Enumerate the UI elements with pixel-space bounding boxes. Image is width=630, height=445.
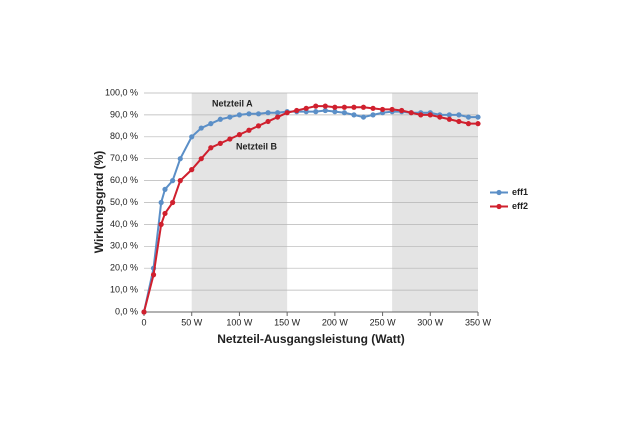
data-point bbox=[446, 112, 452, 118]
data-point bbox=[465, 114, 472, 120]
data-point bbox=[303, 105, 309, 111]
x-tick-label: 0 bbox=[141, 317, 146, 327]
data-point bbox=[284, 110, 290, 116]
data-point bbox=[389, 106, 395, 113]
y-tick-label: 70,0 % bbox=[110, 153, 138, 163]
x-tick-label: 100 W bbox=[226, 317, 253, 327]
data-point bbox=[360, 104, 367, 110]
data-point bbox=[141, 309, 147, 315]
x-tick-label: 350 W bbox=[465, 317, 492, 327]
data-point bbox=[341, 104, 347, 110]
data-point bbox=[275, 114, 281, 120]
data-point bbox=[208, 145, 214, 151]
data-point bbox=[379, 106, 386, 113]
data-point bbox=[446, 116, 452, 122]
y-tick-label: 80,0 % bbox=[110, 131, 138, 141]
data-point bbox=[437, 114, 443, 120]
data-point bbox=[189, 134, 195, 140]
data-point bbox=[217, 140, 223, 146]
data-point bbox=[236, 112, 243, 118]
data-point bbox=[370, 112, 376, 118]
data-point bbox=[158, 221, 164, 227]
annotation: Netzteil A bbox=[212, 98, 253, 108]
data-point bbox=[158, 199, 164, 206]
data-point bbox=[456, 112, 462, 118]
data-point bbox=[313, 109, 319, 115]
data-point bbox=[227, 136, 233, 142]
data-point bbox=[198, 156, 204, 162]
legend-label: eff2 bbox=[512, 201, 528, 211]
data-point bbox=[227, 114, 233, 120]
data-point bbox=[360, 114, 367, 120]
data-point bbox=[189, 167, 195, 173]
data-point bbox=[162, 186, 168, 192]
data-point bbox=[217, 116, 223, 122]
legend-marker bbox=[496, 203, 502, 210]
data-point bbox=[162, 210, 168, 217]
data-point bbox=[313, 103, 319, 109]
x-tick-label: 150 W bbox=[274, 317, 301, 327]
y-tick-label: 20,0 % bbox=[110, 263, 138, 273]
data-point bbox=[246, 111, 252, 117]
data-point bbox=[456, 118, 462, 125]
legend-label: eff1 bbox=[512, 187, 528, 197]
data-point bbox=[255, 111, 262, 117]
data-point bbox=[177, 156, 183, 162]
x-axis-title: Netzteil-Ausgangsleistung (Watt) bbox=[217, 332, 405, 346]
data-point bbox=[370, 105, 376, 111]
data-point bbox=[170, 199, 176, 206]
x-tick-label: 50 W bbox=[181, 317, 203, 327]
y-tick-label: 0,0 % bbox=[115, 306, 138, 316]
legend-marker bbox=[496, 189, 502, 196]
x-tick-label: 200 W bbox=[322, 317, 349, 327]
data-point bbox=[351, 112, 357, 118]
data-point bbox=[322, 103, 328, 109]
data-point bbox=[236, 132, 243, 138]
data-point bbox=[341, 110, 347, 116]
data-point bbox=[170, 178, 176, 184]
data-point bbox=[332, 109, 338, 115]
data-point bbox=[265, 110, 271, 116]
y-axis-title: Wirkungsgrad (%) bbox=[92, 151, 106, 254]
y-tick-label: 90,0 % bbox=[110, 109, 138, 119]
data-point bbox=[208, 121, 214, 127]
y-tick-label: 40,0 % bbox=[110, 219, 138, 229]
data-point bbox=[418, 112, 424, 118]
y-tick-label: 50,0 % bbox=[110, 197, 138, 207]
y-tick-label: 100,0 % bbox=[105, 87, 138, 97]
data-point bbox=[294, 107, 300, 114]
data-point bbox=[255, 123, 262, 129]
y-tick-label: 10,0 % bbox=[110, 284, 138, 294]
y-tick-label: 30,0 % bbox=[110, 241, 138, 251]
data-point bbox=[408, 110, 414, 116]
data-point bbox=[427, 112, 433, 118]
data-point bbox=[150, 272, 157, 278]
data-point bbox=[465, 121, 472, 127]
data-point bbox=[198, 125, 204, 131]
data-point bbox=[246, 127, 252, 133]
data-point bbox=[475, 114, 481, 120]
data-point bbox=[399, 107, 405, 114]
data-point bbox=[275, 110, 281, 116]
x-tick-label: 250 W bbox=[370, 317, 397, 327]
data-point bbox=[351, 104, 357, 110]
data-point bbox=[332, 104, 338, 110]
annotation: Netzteil B bbox=[236, 141, 278, 151]
data-point bbox=[322, 107, 328, 114]
y-tick-label: 60,0 % bbox=[110, 175, 138, 185]
x-tick-label: 300 W bbox=[417, 317, 444, 327]
data-point bbox=[475, 121, 481, 127]
data-point bbox=[265, 118, 271, 125]
data-point bbox=[177, 178, 183, 184]
